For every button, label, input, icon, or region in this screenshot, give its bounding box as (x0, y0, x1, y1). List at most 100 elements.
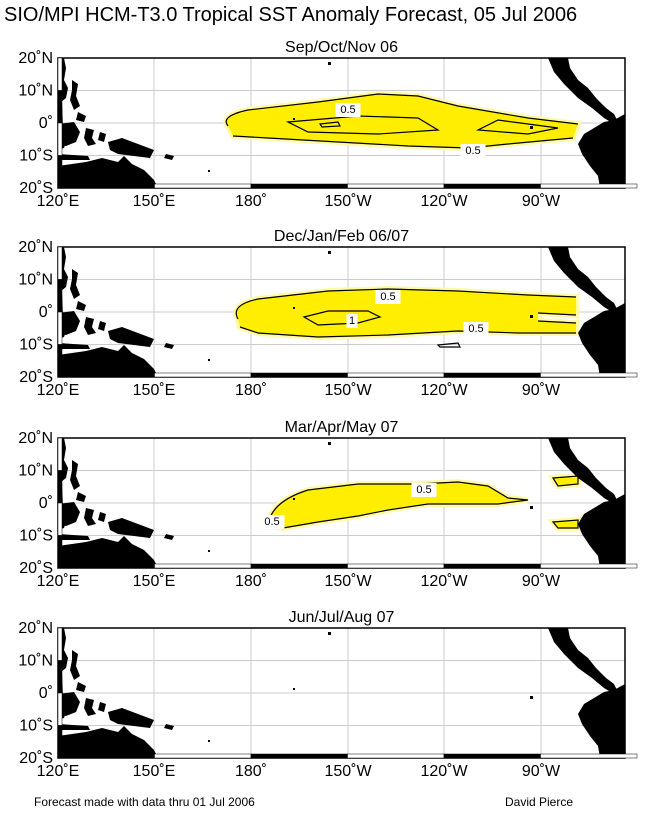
lat-tick-label: 20˚S (19, 180, 53, 197)
scale-bar-segment (154, 183, 252, 189)
contour-label-bg (411, 483, 437, 497)
scale-bar-segment (57, 279, 63, 313)
scale-bar-segment (57, 692, 63, 726)
lon-tick-label: 150˚W (324, 573, 372, 590)
scale-bar-segment (57, 725, 63, 759)
lon-tick-label: 180˚ (235, 573, 267, 590)
scale-bar-segment (57, 246, 63, 280)
contour-line (475, 119, 559, 135)
contour-line (537, 312, 577, 324)
contour-label: 1 (349, 315, 355, 327)
scale-bar-segment (154, 563, 252, 569)
contour-label-bg (346, 314, 358, 328)
scale-bar-segment (443, 753, 541, 759)
scale-bar-segment (443, 183, 541, 189)
contour-line (436, 342, 461, 348)
scale-bar-segment (154, 372, 252, 378)
contour-line (551, 519, 579, 529)
scale-bar-segment (250, 183, 348, 189)
lat-tick-label: 10˚N (18, 272, 53, 289)
lat-tick-label: 0˚ (39, 115, 53, 132)
lat-tick-label: 0˚ (39, 495, 53, 512)
panel-season-title: Sep/Oct/Nov 06 (285, 39, 398, 56)
lat-tick-label: 10˚N (18, 83, 53, 100)
lon-tick-label: 120˚W (420, 193, 468, 210)
lat-tick-label: 20˚S (19, 369, 53, 386)
contour-label-bg (460, 144, 486, 158)
lat-tick-label: 20˚S (19, 750, 53, 767)
panel-season-title: Jun/Jul/Aug 07 (289, 609, 395, 626)
anomaly-region (553, 476, 578, 486)
scale-bar-segment (443, 563, 541, 569)
lat-tick-label: 0˚ (39, 304, 53, 321)
lon-tick-label: 120˚E (37, 382, 80, 399)
scale-bar-segment (57, 344, 63, 378)
footer-right: David Pierce (505, 795, 574, 809)
lon-tick-label: 90˚W (522, 193, 561, 210)
lon-tick-label: 120˚W (420, 573, 468, 590)
contour-label: 0.5 (416, 484, 431, 496)
contour-label-bg (259, 515, 285, 529)
contour-line (235, 288, 577, 320)
lat-tick-label: 20˚N (18, 620, 53, 637)
lon-tick-label: 150˚E (133, 193, 176, 210)
footer-left: Forecast made with data thru 01 Jul 2006 (34, 795, 255, 809)
scale-bar-segment (347, 563, 445, 569)
contour-label: 0.5 (264, 516, 279, 528)
contour-label-bg (375, 290, 401, 304)
lon-tick-label: 120˚E (37, 763, 80, 780)
scale-bar-segment (154, 753, 252, 759)
contour-line (551, 475, 579, 487)
main-title: SIO/MPI HCM-T3.0 Tropical SST Anomaly Fo… (4, 4, 578, 26)
lon-tick-label: 120˚E (37, 193, 80, 210)
scale-bar-segment (540, 753, 638, 759)
scale-bar-segment (347, 372, 445, 378)
lat-tick-label: 10˚S (19, 148, 53, 165)
lon-tick-label: 120˚W (420, 382, 468, 399)
lon-tick-label: 150˚W (324, 193, 372, 210)
scale-bar-segment (57, 753, 155, 759)
scale-bar-segment (443, 372, 541, 378)
scale-bar-segment (57, 155, 63, 189)
lat-tick-label: 20˚S (19, 560, 53, 577)
scale-bar-segment (57, 57, 63, 91)
scale-bar-segment (540, 372, 638, 378)
scale-bar-segment (57, 470, 63, 504)
lon-tick-label: 180˚ (235, 193, 267, 210)
lon-tick-label: 180˚ (235, 382, 267, 399)
panel-season-title: Dec/Jan/Feb 06/07 (274, 228, 409, 245)
contour-label-bg (463, 322, 489, 336)
scale-bar-segment (57, 627, 63, 661)
scale-bar-segment (250, 753, 348, 759)
contour-label-bg (335, 103, 361, 117)
scale-bar-segment (540, 183, 638, 189)
scale-bar-segment (57, 563, 155, 569)
panel-season-title: Mar/Apr/May 07 (285, 419, 399, 436)
scale-bar-segment (57, 183, 155, 189)
contour-line (267, 481, 529, 529)
map-panel-2: 0.5 1 0.5 Dec/Jan/Feb 06/07 20˚N 10˚N 0˚ 10˚S 20… (18, 228, 638, 399)
lat-tick-label: 10˚N (18, 463, 53, 480)
lat-tick-label: 10˚S (19, 337, 53, 354)
lon-tick-label: 90˚W (522, 382, 561, 399)
contour-line (225, 93, 579, 127)
scale-bar-segment (57, 660, 63, 694)
contour-line (302, 310, 382, 326)
lat-tick-label: 20˚N (18, 50, 53, 67)
scale-bar-segment (347, 183, 445, 189)
contour-line (232, 135, 574, 149)
lon-tick-label: 90˚W (522, 763, 561, 780)
lon-tick-label: 150˚E (133, 763, 176, 780)
lon-tick-label: 150˚W (324, 382, 372, 399)
lon-tick-label: 90˚W (522, 573, 561, 590)
lat-tick-label: 10˚N (18, 653, 53, 670)
lon-tick-label: 150˚W (324, 763, 372, 780)
lon-tick-label: 180˚ (235, 763, 267, 780)
scale-bar-segment (57, 535, 63, 569)
contour-line (318, 121, 341, 128)
lon-tick-label: 150˚E (133, 382, 176, 399)
lat-tick-label: 0˚ (39, 685, 53, 702)
